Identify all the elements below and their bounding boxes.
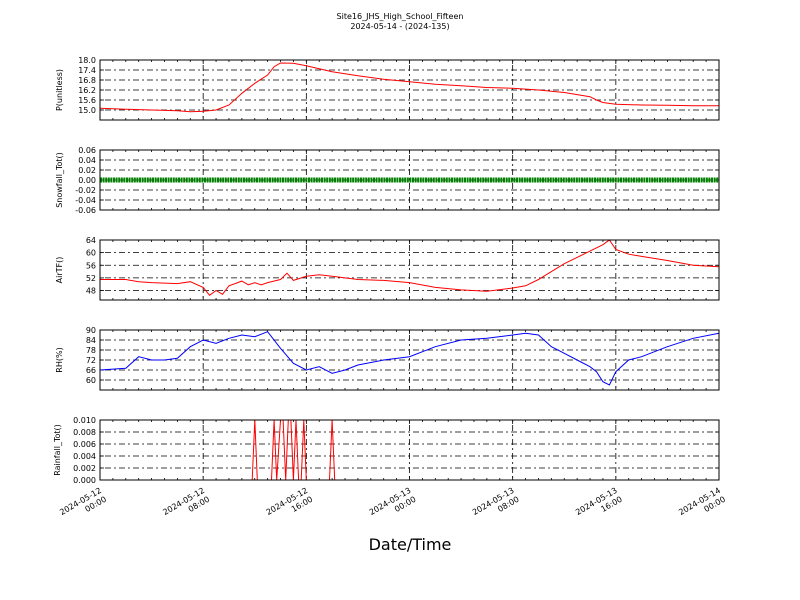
y-tick-label: -0.04 — [75, 196, 96, 205]
y-axis-label: RH(%) — [55, 347, 64, 372]
panel-1: 15.015.616.216.817.418.0 P(unitless) — [55, 56, 720, 121]
y-tick-label: 0.002 — [73, 464, 96, 473]
panel-3: 48 52 56 60 64 AirTF() — [55, 236, 720, 301]
y-tick-label: -0.02 — [75, 186, 96, 195]
x-tick-label: 2024-05-1400:00 — [677, 486, 727, 526]
y-tick-label: 17.4 — [78, 66, 96, 75]
x-tick-label: 2024-05-1300:00 — [368, 486, 418, 526]
y-tick-label: 78 — [86, 346, 96, 355]
plot-frame — [99, 419, 720, 481]
series-line — [99, 331, 720, 386]
chart-title: Site16_JHS_High_School_Fifteen — [337, 12, 464, 21]
panels: 15.015.616.216.817.418.0 P(unitless) -0.06… — [53, 56, 720, 485]
plot-frame — [99, 149, 720, 211]
y-tick-label: 48 — [86, 287, 96, 296]
x-axis: 2024-05-1200:00 2024-05-1208:00 2024-05-12… — [58, 486, 727, 526]
y-tick-label: 0.02 — [78, 166, 96, 175]
y-tick-label: 72 — [86, 356, 96, 365]
x-tick-label: 2024-05-1208:00 — [161, 486, 211, 526]
series-line — [99, 62, 720, 113]
y-tick-label: 52 — [86, 274, 96, 283]
x-axis-label: Date/Time — [369, 535, 452, 554]
y-tick-label: 60 — [86, 376, 96, 385]
chart-subtitle: 2024-05-14 - (2024-135) — [350, 22, 449, 31]
y-axis-label: AirTF() — [55, 257, 64, 284]
y-tick-label: 0.010 — [73, 416, 96, 425]
y-tick-label: 0.00 — [78, 176, 96, 185]
y-tick-label: 0.06 — [78, 146, 96, 155]
panel-2: -0.06-0.04-0.020.000.020.040.06 Snowfall_… — [55, 146, 720, 215]
y-axis-label: Rainfall_Tot() — [53, 424, 62, 476]
y-axis-label: P(unitless) — [55, 69, 64, 111]
y-tick-label: 0.000 — [73, 476, 96, 485]
y-tick-label: 56 — [86, 261, 96, 270]
y-tick-label: 16.2 — [78, 86, 96, 95]
x-tick-label: 2024-05-1200:00 — [58, 486, 108, 526]
y-tick-label: 15.0 — [78, 106, 96, 115]
y-tick-label: 0.004 — [73, 452, 96, 461]
y-tick-label: 0.006 — [73, 440, 96, 449]
y-tick-label: 15.6 — [78, 96, 96, 105]
x-tick-label: 2024-05-1216:00 — [265, 486, 315, 526]
plot-frame — [99, 329, 720, 391]
plot-frame — [99, 59, 720, 121]
y-tick-label: 16.8 — [78, 76, 96, 85]
y-tick-label: 18.0 — [78, 56, 96, 65]
x-tick-label: 2024-05-1316:00 — [574, 486, 624, 526]
y-tick-label: 90 — [86, 326, 96, 335]
y-tick-label: 84 — [86, 336, 96, 345]
y-tick-label: -0.06 — [75, 206, 96, 215]
y-tick-label: 0.04 — [78, 156, 96, 165]
y-tick-label: 66 — [86, 366, 96, 375]
y-tick-label: 60 — [86, 249, 96, 258]
plot-frame — [99, 239, 720, 301]
y-tick-label: 0.008 — [73, 428, 96, 437]
x-tick-label: 2024-05-1308:00 — [471, 486, 521, 526]
series-line — [100, 239, 720, 296]
y-tick-label: 64 — [86, 236, 96, 245]
y-axis-label: Snowfall_Tot() — [55, 152, 64, 208]
panel-5: 0.000 0.002 0.004 0.006 0.008 0.010 Rainfall_T… — [53, 416, 720, 485]
